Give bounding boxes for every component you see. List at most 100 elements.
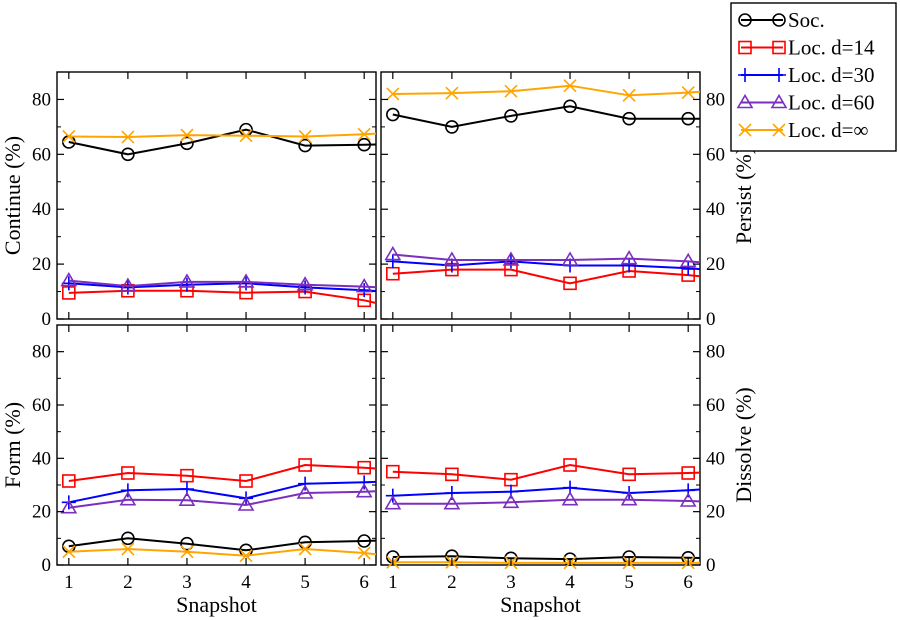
ylabel-p2: Persist (%) <box>731 147 756 244</box>
point-p3-s4-1 <box>60 499 78 514</box>
ytick-label-p3-3: 60 <box>32 395 51 416</box>
ytick-label-p3-0: 0 <box>42 555 52 576</box>
point-p3-s5-4 <box>239 549 253 563</box>
series-line-p3-1 <box>68 537 376 552</box>
point-p1-s1-3 <box>180 136 194 151</box>
series-line-p3-2 <box>68 463 376 483</box>
xtick-label-p4-5: 6 <box>683 572 693 593</box>
point-p1-s5-5 <box>298 129 312 144</box>
ytick-label-p2-1: 20 <box>706 254 725 275</box>
xtick-label-p4-0: 1 <box>388 572 398 593</box>
series-line-p2-2 <box>392 268 700 285</box>
series-line-p4-5 <box>392 561 700 564</box>
point-p4-s2-4 <box>563 458 577 472</box>
xtick-label-p3-4: 5 <box>300 572 310 593</box>
point-p1-s5-6 <box>357 127 371 141</box>
legend-marker-a-2 <box>738 40 752 55</box>
legend-marker-a-1 <box>738 13 752 27</box>
point-p2-s5-4 <box>563 79 577 93</box>
point-p3-s2-2 <box>121 466 135 480</box>
ytick-label-p2-3: 60 <box>706 144 725 165</box>
point-p4-s4-1 <box>384 495 402 510</box>
point-p1-s3-6 <box>357 283 372 298</box>
legend-marker-b-1 <box>772 13 786 27</box>
point-p1-s4-6 <box>355 278 373 293</box>
point-p1-s4-2 <box>119 277 137 292</box>
legend-marker-b-2 <box>772 40 786 55</box>
point-p4-s4-5 <box>620 491 638 506</box>
ytick-label-p3-1: 20 <box>32 502 51 523</box>
legend-marker-b-5 <box>772 123 786 137</box>
series-line-p1-1 <box>68 128 376 156</box>
point-p3-s3-5 <box>298 476 313 491</box>
ylabel-p4: Dissolve (%) <box>731 387 756 502</box>
series-line-p4-2 <box>392 463 700 481</box>
legend-marker-a-5 <box>738 123 752 137</box>
series-line-p2-4 <box>392 253 700 264</box>
series-line-p4-3 <box>392 486 700 497</box>
point-p2-s4-3 <box>502 251 520 266</box>
legend-marker-a-3 <box>738 68 752 82</box>
point-p2-s2-4 <box>563 276 577 291</box>
point-p2-s4-2 <box>443 251 461 266</box>
point-p4-s4-6 <box>679 492 697 507</box>
ytick-label-p3-4: 80 <box>32 342 51 363</box>
series-line-p3-4 <box>68 490 376 509</box>
point-p3-s5-5 <box>298 542 312 556</box>
point-p2-s1-2 <box>445 120 459 134</box>
series-line-p3-5 <box>68 547 376 557</box>
point-p1-s5-2 <box>121 130 135 144</box>
point-p2-s1-5 <box>622 111 636 126</box>
series-line-p1-4 <box>68 279 376 289</box>
xtick-label-p4-4: 5 <box>624 572 634 593</box>
point-p3-s1-2 <box>121 531 135 546</box>
point-p2-s3-5 <box>622 258 637 273</box>
point-p2-s1-1 <box>386 107 400 122</box>
point-p2-s5-1 <box>386 87 400 101</box>
legend-label-4: Loc. d=60 <box>788 91 875 115</box>
legend-box <box>730 2 897 152</box>
point-p3-s4-4 <box>237 496 255 511</box>
point-p3-s2-4 <box>239 474 253 488</box>
xtick-label-p4-1: 2 <box>447 572 457 593</box>
xlabel-p3: Snapshot <box>176 592 257 617</box>
point-p3-s5-1 <box>62 545 76 559</box>
point-p3-s3-2 <box>120 483 135 498</box>
point-p3-s5-2 <box>121 542 135 556</box>
point-p2-s3-1 <box>385 254 400 269</box>
series-line-p2-1 <box>392 105 700 128</box>
ytick-label-p4-3: 60 <box>706 395 725 416</box>
point-p3-s4-5 <box>296 484 314 499</box>
point-p3-s4-6 <box>355 483 373 498</box>
panel-frame-1 <box>56 71 377 320</box>
series-line-p4-4 <box>392 498 700 505</box>
point-p3-s2-3 <box>180 468 194 483</box>
series-line-p4-1 <box>392 555 700 561</box>
ylabel-p3: Form (%) <box>0 402 25 488</box>
ytick-label-p1-3: 60 <box>32 144 51 165</box>
point-p4-s4-3 <box>502 493 520 509</box>
point-p2-s5-2 <box>445 86 459 100</box>
point-p4-s2-1 <box>386 464 400 479</box>
point-p1-s5-3 <box>180 128 194 142</box>
panel-frame-3 <box>56 324 377 566</box>
ylabel-p1: Continue (%) <box>0 136 25 255</box>
point-p4-s2-6 <box>681 466 695 480</box>
point-p4-s4-2 <box>443 495 461 510</box>
point-p3-s2-6 <box>357 460 371 475</box>
point-p1-s1-6 <box>357 137 371 152</box>
point-p1-s5-4 <box>239 129 253 143</box>
point-p2-s4-1 <box>384 245 402 261</box>
ytick-label-p4-0: 0 <box>706 555 716 576</box>
point-p2-s1-3 <box>504 109 518 123</box>
point-p3-s5-3 <box>180 545 194 559</box>
legend-label-5: Loc. d=∞ <box>788 118 868 142</box>
ytick-label-p4-1: 20 <box>706 502 725 523</box>
point-p4-s2-2 <box>445 467 459 482</box>
point-p1-s1-5 <box>298 138 312 153</box>
panel-frame-2 <box>380 71 701 320</box>
point-p2-s4-6 <box>679 252 697 268</box>
point-p3-s3-6 <box>357 475 372 490</box>
xtick-label-p3-5: 6 <box>359 572 369 593</box>
